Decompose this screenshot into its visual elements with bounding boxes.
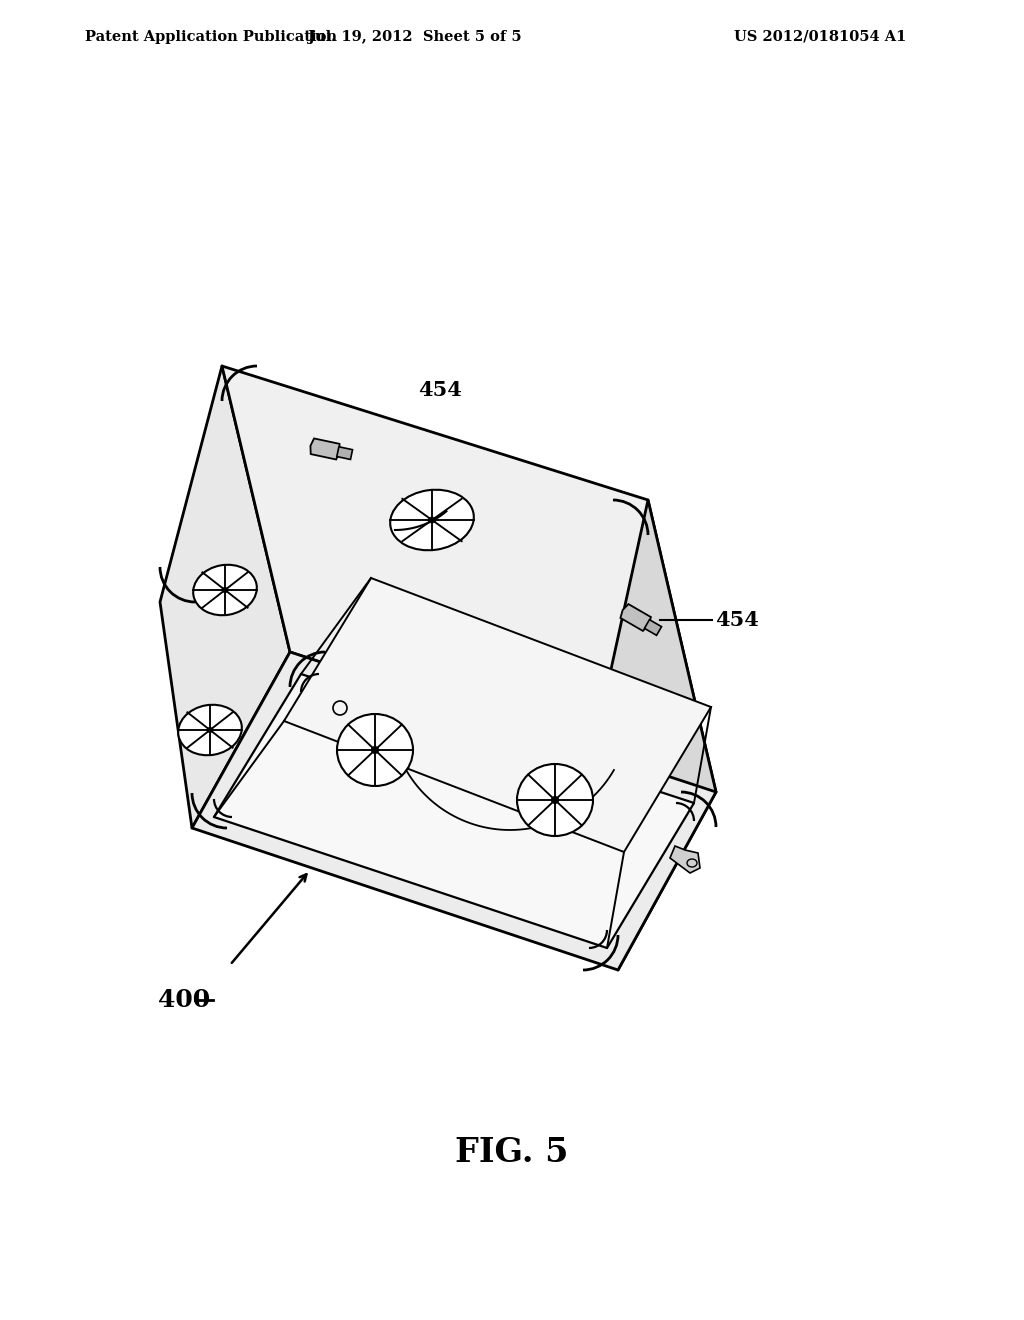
Text: Jul. 19, 2012  Sheet 5 of 5: Jul. 19, 2012 Sheet 5 of 5 (308, 30, 522, 44)
Ellipse shape (371, 746, 379, 754)
Ellipse shape (390, 490, 474, 550)
Ellipse shape (178, 705, 242, 755)
Ellipse shape (551, 796, 559, 804)
Text: 400: 400 (158, 987, 210, 1012)
Polygon shape (214, 675, 694, 948)
Ellipse shape (194, 565, 257, 615)
Ellipse shape (337, 714, 413, 785)
Text: 454: 454 (418, 380, 462, 400)
Text: Patent Application Publication: Patent Application Publication (85, 30, 337, 44)
Ellipse shape (222, 587, 228, 593)
Polygon shape (644, 619, 662, 635)
Polygon shape (337, 446, 352, 459)
Polygon shape (222, 366, 716, 792)
Polygon shape (193, 652, 716, 970)
Polygon shape (596, 500, 716, 970)
Ellipse shape (207, 727, 213, 733)
Polygon shape (670, 846, 700, 873)
Ellipse shape (517, 764, 593, 836)
Polygon shape (621, 605, 651, 631)
Text: 454: 454 (715, 610, 759, 630)
Text: US 2012/0181054 A1: US 2012/0181054 A1 (734, 30, 906, 44)
Polygon shape (284, 578, 711, 851)
Polygon shape (160, 366, 290, 828)
Ellipse shape (428, 517, 436, 523)
Polygon shape (310, 438, 340, 459)
Text: FIG. 5: FIG. 5 (456, 1135, 568, 1168)
